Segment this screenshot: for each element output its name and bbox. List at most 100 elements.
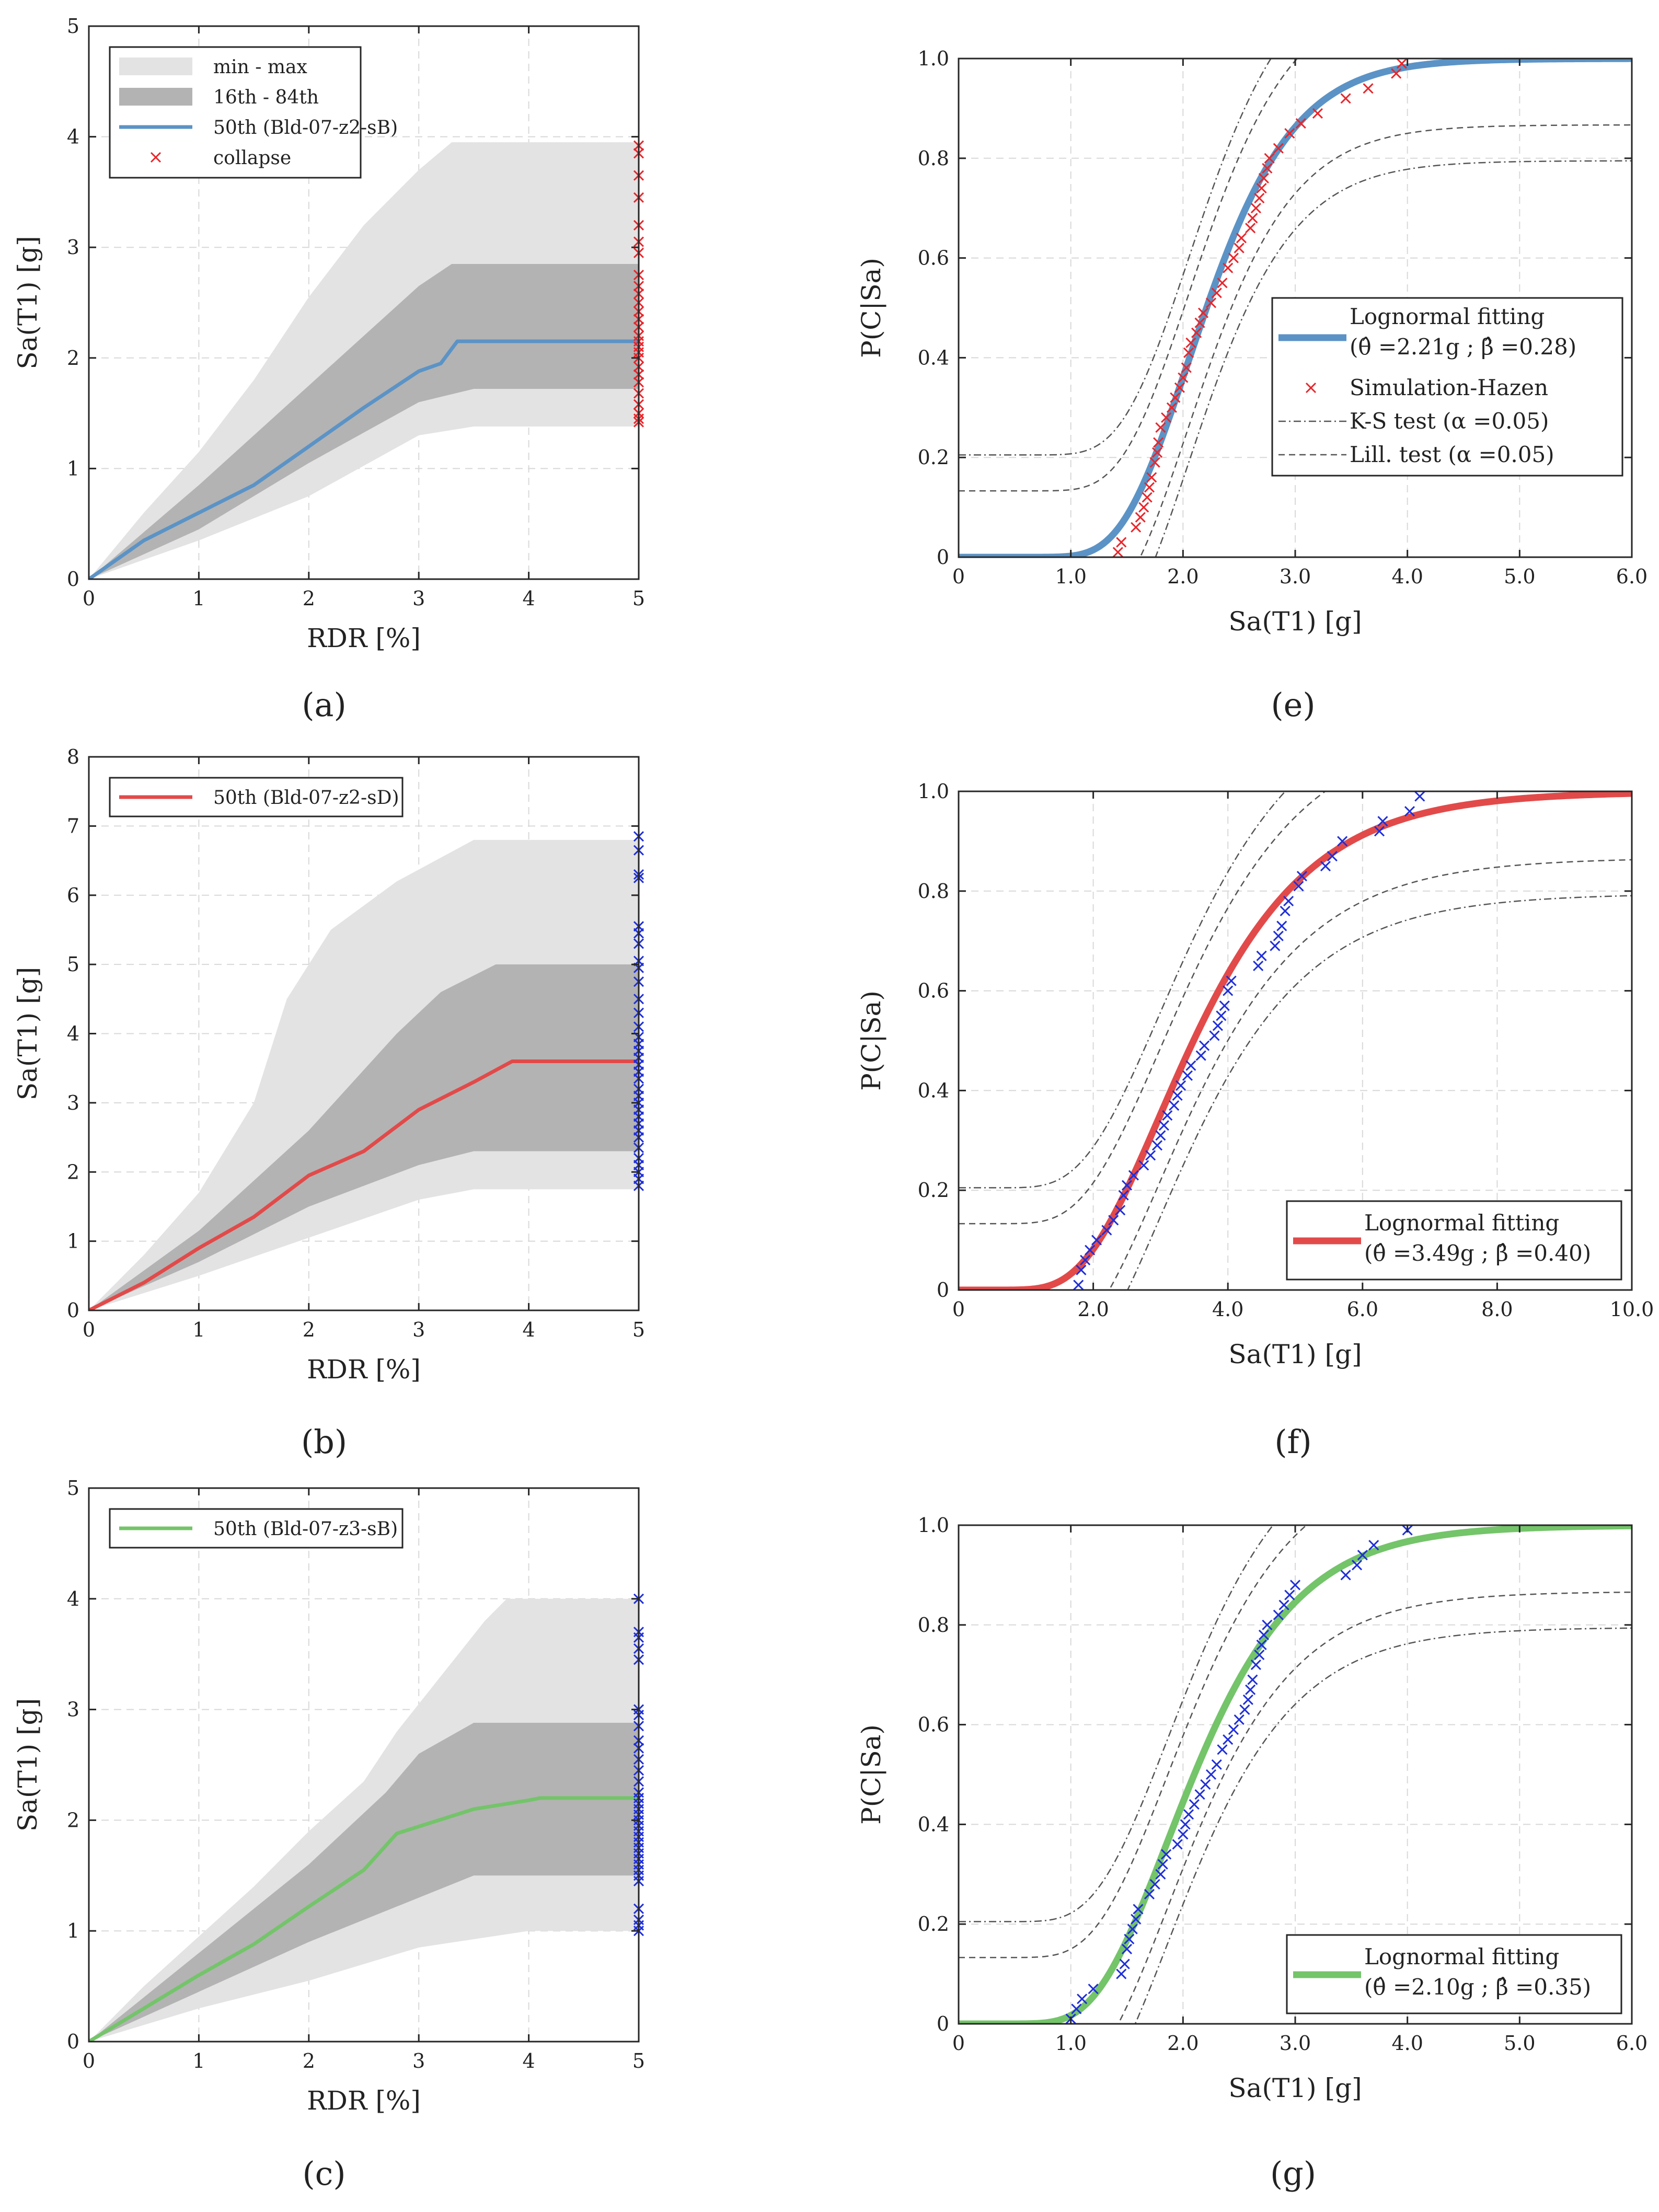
x-tick-label: 0 bbox=[952, 1298, 965, 1321]
x-tick-label: 5.0 bbox=[1504, 2032, 1535, 2055]
data-point bbox=[1228, 1724, 1239, 1735]
lill-upper-line bbox=[959, 791, 1327, 1225]
data-point bbox=[1144, 1888, 1155, 1900]
data-point bbox=[1091, 1235, 1102, 1246]
data-point bbox=[1142, 492, 1153, 503]
ks-upper-line bbox=[959, 791, 1286, 1189]
data-point bbox=[1071, 2003, 1082, 2014]
plot-area bbox=[89, 757, 639, 1310]
panel-label: (a) bbox=[302, 686, 346, 724]
data-point bbox=[1149, 1879, 1160, 1890]
y-tick-label: 5 bbox=[67, 953, 79, 976]
x-tick-label: 0 bbox=[83, 1318, 95, 1341]
data-point bbox=[1374, 826, 1385, 837]
data-point bbox=[1278, 1599, 1289, 1610]
band-16-84 bbox=[89, 964, 639, 1310]
data-point bbox=[1144, 482, 1155, 493]
data-point bbox=[1135, 512, 1146, 523]
x-tick-label: 6.0 bbox=[1347, 1298, 1378, 1321]
y-tick-label: 0 bbox=[937, 1278, 949, 1301]
x-tick-label: 0 bbox=[83, 587, 95, 610]
x-axis-label: RDR [%] bbox=[307, 623, 421, 653]
y-tick-label: 0.6 bbox=[918, 980, 949, 1003]
x-axis-label: RDR [%] bbox=[307, 1354, 421, 1385]
x-tick-label: 4.0 bbox=[1391, 2032, 1423, 2055]
data-point bbox=[1128, 1170, 1139, 1181]
x-tick-label: 4.0 bbox=[1391, 565, 1423, 588]
data-point bbox=[1234, 243, 1245, 254]
data-point bbox=[1131, 522, 1142, 533]
data-point bbox=[1250, 203, 1261, 214]
data-point bbox=[1080, 1254, 1091, 1265]
data-point bbox=[1256, 950, 1267, 961]
y-tick-label: 2 bbox=[67, 1160, 79, 1183]
data-point bbox=[1166, 402, 1177, 413]
data-point bbox=[1226, 975, 1237, 986]
data-point bbox=[1181, 362, 1192, 373]
legend-entry: (θ̂ =2.21g ; β̂ =0.28) bbox=[1350, 334, 1576, 360]
data-point bbox=[1262, 1619, 1273, 1630]
data-point bbox=[1223, 1734, 1234, 1745]
data-point bbox=[1357, 1550, 1368, 1561]
x-tick-label: 2.0 bbox=[1167, 2032, 1199, 2055]
x-tick-label: 2 bbox=[303, 587, 315, 610]
x-tick-label: 4 bbox=[523, 1318, 535, 1341]
data-point bbox=[1115, 1205, 1126, 1216]
ks-upper-line bbox=[959, 59, 1272, 456]
data-point bbox=[1199, 1040, 1210, 1051]
y-tick-label: 4 bbox=[67, 125, 79, 148]
data-point bbox=[1247, 213, 1258, 224]
panel-b: 0 1 2 3 4 5 0 1 2 3 4 5 6 7 8 RDR [%] Sa(T1) [g] 50th (Bl… bbox=[13, 745, 645, 1461]
data-point bbox=[1205, 1769, 1217, 1780]
y-tick-label: 0 bbox=[67, 568, 79, 591]
data-point bbox=[1212, 1020, 1223, 1031]
data-point bbox=[1185, 1060, 1196, 1071]
data-point bbox=[1138, 502, 1149, 513]
data-point bbox=[1133, 1904, 1144, 1915]
data-point bbox=[1211, 287, 1222, 298]
data-point bbox=[1242, 1694, 1253, 1705]
data-point bbox=[1118, 1190, 1129, 1201]
y-tick-label: 0.8 bbox=[918, 880, 949, 903]
data-point bbox=[1396, 58, 1407, 69]
data-point bbox=[1284, 128, 1295, 139]
data-point bbox=[1155, 422, 1166, 433]
legend-entry: 50th (Bld-07-z2-sD) bbox=[213, 787, 399, 809]
x-tick-label: 4 bbox=[523, 587, 535, 610]
x-tick-label: 3 bbox=[412, 587, 425, 610]
data-point bbox=[1155, 1869, 1166, 1880]
legend-swatch bbox=[1305, 382, 1317, 394]
legend-entry: Simulation-Hazen bbox=[1350, 375, 1548, 400]
data-point bbox=[1138, 1160, 1149, 1171]
legend-swatch bbox=[150, 152, 162, 163]
data-point bbox=[1205, 297, 1217, 308]
legend-swatch bbox=[119, 88, 192, 106]
data-point bbox=[1161, 1849, 1172, 1860]
y-tick-label: 0 bbox=[67, 1299, 79, 1322]
y-tick-label: 0.8 bbox=[918, 1614, 949, 1637]
data-point bbox=[1254, 193, 1265, 204]
y-tick-label: 1 bbox=[67, 1230, 79, 1253]
x-tick-label: 2.0 bbox=[1167, 565, 1199, 588]
x-tick-label: 0 bbox=[83, 2049, 95, 2072]
data-point bbox=[1276, 920, 1287, 931]
x-tick-label: 4 bbox=[523, 2049, 535, 2072]
y-tick-label: 0.6 bbox=[918, 247, 949, 270]
data-point bbox=[1085, 1245, 1096, 1255]
data-point bbox=[1289, 1580, 1301, 1591]
data-point bbox=[1228, 252, 1239, 263]
data-point bbox=[1101, 1225, 1112, 1236]
panel-a: 0 1 2 3 4 5 0 1 2 3 4 5 RDR [%] Sa(T1) [g] min - max 16… bbox=[13, 15, 645, 724]
median-line bbox=[89, 339, 639, 579]
panel-label: (c) bbox=[302, 2155, 345, 2193]
plot-area bbox=[89, 1488, 639, 2042]
y-tick-label: 0 bbox=[937, 2012, 949, 2035]
y-tick-label: 1.0 bbox=[918, 780, 949, 803]
x-tick-label: 10.0 bbox=[1610, 1298, 1654, 1321]
x-tick-label: 1 bbox=[192, 2049, 205, 2072]
data-point bbox=[1211, 1759, 1222, 1770]
data-point bbox=[1073, 1280, 1084, 1291]
ks-lower-line bbox=[1155, 160, 1632, 557]
legend-entry: 16th - 84th bbox=[213, 87, 319, 108]
data-point bbox=[1119, 1958, 1130, 1969]
